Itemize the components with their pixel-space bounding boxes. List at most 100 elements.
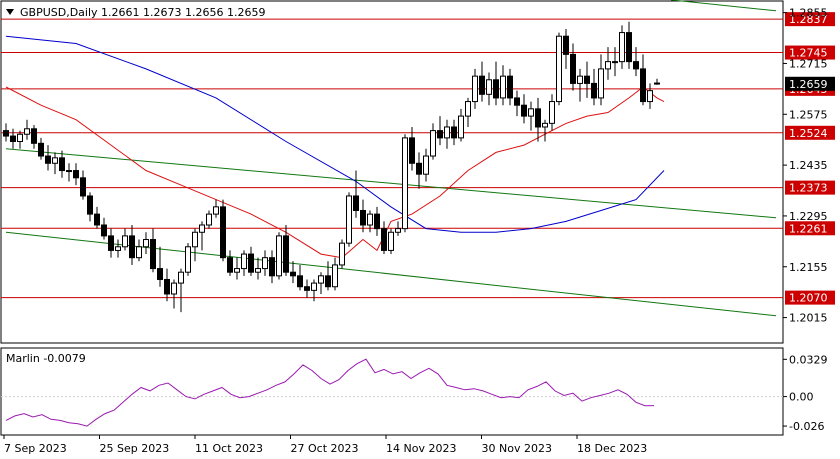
- candle: [178, 268, 184, 313]
- candle: [136, 239, 142, 262]
- candle: [171, 279, 177, 309]
- candle: [444, 119, 450, 149]
- level-tag: 1.2524: [785, 125, 835, 140]
- oscillator-tick-label: 0.00: [789, 391, 814, 404]
- candle: [409, 126, 415, 171]
- candle: [262, 250, 268, 276]
- candle: [276, 232, 282, 280]
- candle: [283, 225, 289, 276]
- time-tick-label: 7 Sep 2023: [4, 442, 67, 455]
- candle: [556, 32, 562, 106]
- candle: [514, 90, 520, 117]
- candle: [297, 264, 303, 291]
- candle: [45, 145, 51, 171]
- candle: [465, 97, 471, 127]
- price-tick-label: 1.2435: [789, 159, 828, 172]
- candle: [472, 68, 478, 109]
- price-tick-label: 1.2015: [789, 312, 828, 325]
- candle: [374, 206, 380, 236]
- candle: [10, 128, 16, 149]
- horizontal-levels: 1.28371.27451.26451.25241.23731.22611.20…: [1, 12, 835, 305]
- candle: [598, 54, 604, 106]
- candle: [654, 78, 660, 85]
- candle: [94, 206, 100, 229]
- candle: [479, 61, 485, 102]
- candle: [395, 221, 401, 236]
- oscillator-series: [1, 358, 783, 427]
- level-tag: 1.2070: [785, 290, 835, 305]
- candle: [66, 163, 72, 182]
- candle: [381, 221, 387, 255]
- time-tick-label: 18 Dec 2023: [577, 442, 647, 455]
- candle: [80, 170, 86, 200]
- candle: [52, 152, 58, 175]
- candle: [192, 228, 198, 262]
- candle: [563, 28, 569, 69]
- trendline: [5, 148, 777, 219]
- ma-slow-line: [5, 35, 665, 233]
- level-tag: 1.2837: [785, 12, 835, 27]
- time-axis: 7 Sep 2023 25 Sep 2023 11 Oct 2023 27 Oct 2…: [3, 435, 647, 455]
- candle: [143, 232, 149, 255]
- candle: [122, 228, 128, 251]
- candle: [605, 47, 611, 80]
- candle: [577, 68, 583, 102]
- price-tick-label: 1.2295: [789, 210, 828, 223]
- candle: [220, 199, 226, 262]
- candle: [241, 250, 247, 276]
- candle: [570, 43, 576, 91]
- candle: [647, 83, 653, 109]
- svg-text:1.2373: 1.2373: [789, 182, 828, 195]
- candle: [339, 239, 345, 269]
- candle: [164, 268, 170, 302]
- candle: [360, 199, 366, 233]
- oscillator-pane-frame: [0, 347, 784, 436]
- candle: [115, 239, 121, 258]
- candle: [17, 130, 23, 149]
- candle: [640, 54, 646, 106]
- candle: [150, 228, 156, 273]
- candle: [31, 125, 37, 149]
- time-tick-label: 27 Oct 2023: [291, 442, 359, 455]
- candle: [3, 123, 9, 142]
- price-tick-label: 1.2155: [789, 261, 828, 274]
- price-tick-label: 1.2715: [789, 57, 828, 70]
- candle: [353, 170, 359, 218]
- oscillator-tick-label: 0.0329: [789, 353, 828, 366]
- candle: [346, 192, 352, 247]
- svg-text:1.2524: 1.2524: [789, 127, 828, 140]
- oscillator-line: [5, 358, 655, 427]
- candle: [248, 246, 254, 276]
- candle: [402, 134, 408, 233]
- candle: [290, 261, 296, 284]
- oscillator-title: Marlin -0.0079: [6, 352, 86, 365]
- time-tick-label: 25 Sep 2023: [100, 442, 170, 455]
- triangle-down-icon[interactable]: [6, 9, 14, 15]
- oscillator-tick-label: -0.026: [789, 420, 824, 433]
- ohlc-label: 1.2661 1.2673 1.2656 1.2659: [101, 6, 265, 19]
- symbol-label: GBPUSD,Daily: [20, 6, 98, 19]
- candle: [437, 116, 443, 146]
- candle: [612, 47, 618, 77]
- candle: [584, 61, 590, 98]
- candle: [108, 228, 114, 258]
- candle: [493, 61, 499, 106]
- candle: [619, 25, 625, 69]
- candle: [311, 279, 317, 302]
- candle: [486, 72, 492, 106]
- candle: [591, 68, 597, 106]
- time-tick-label: 30 Nov 2023: [482, 442, 552, 455]
- candle: [626, 21, 632, 69]
- level-tag: 1.2261: [785, 221, 835, 236]
- candle: [535, 97, 541, 142]
- ma-fast-line: [5, 86, 665, 259]
- price-pane-frame: [0, 0, 784, 344]
- moving-averages: [5, 35, 665, 259]
- candle: [24, 119, 30, 140]
- candle: [185, 243, 191, 276]
- level-tag: 1.2373: [785, 180, 835, 195]
- candle: [430, 123, 436, 160]
- candle: [416, 152, 422, 189]
- level-tag: 1.2745: [785, 45, 835, 60]
